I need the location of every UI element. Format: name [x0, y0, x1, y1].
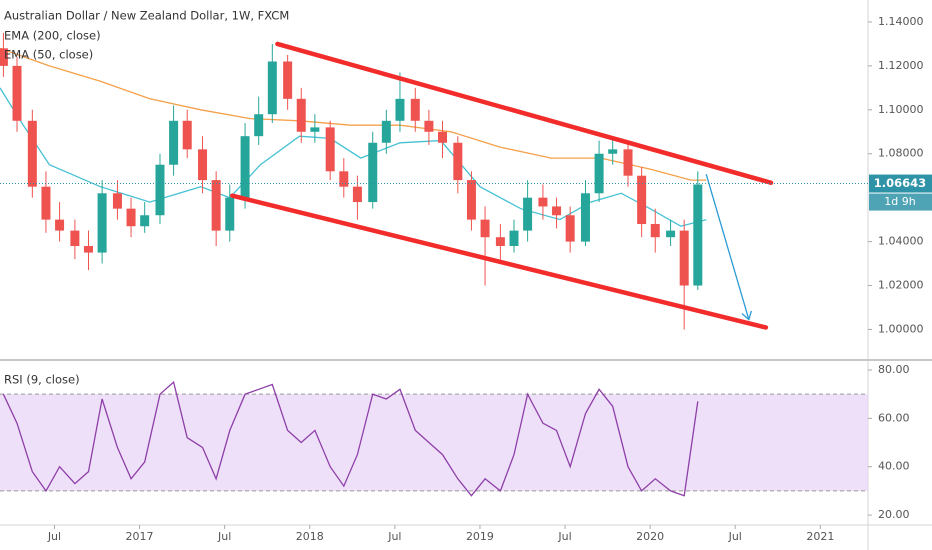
candle-body	[310, 127, 320, 132]
last-price-label: 1.06643	[874, 176, 926, 190]
candle-body	[325, 127, 335, 172]
x-tick-label: Jul	[387, 530, 401, 543]
candle-body	[466, 180, 476, 220]
candle-body	[267, 61, 277, 115]
candle-body	[55, 219, 65, 231]
trend-line	[230, 193, 769, 330]
y-tick-label: 1.04000	[878, 235, 924, 248]
arrow-line	[705, 173, 750, 321]
candle-body	[637, 175, 647, 225]
rsi-pane	[0, 380, 868, 497]
countdown-box	[869, 193, 932, 211]
candle-body	[650, 224, 660, 238]
candle-body	[509, 230, 519, 246]
candle-body	[198, 149, 208, 181]
x-tick-label: 2019	[466, 530, 494, 543]
price-pane	[0, 32, 868, 330]
rsi-band	[0, 394, 868, 491]
y-tick-label: 40.00	[878, 460, 910, 473]
x-tick-label: 2017	[126, 530, 154, 543]
candle-body	[410, 98, 420, 121]
y-tick-label: 60.00	[878, 411, 910, 424]
candle-body	[254, 114, 264, 137]
candle-body	[112, 193, 122, 209]
candle-body	[523, 197, 533, 231]
candle-body	[395, 98, 405, 121]
candle-body	[126, 208, 136, 227]
candle-body	[240, 136, 250, 198]
candle-body	[84, 245, 94, 253]
candle-body	[225, 197, 235, 231]
y-tick-label: 1.08000	[878, 147, 924, 160]
candle-body	[438, 131, 448, 143]
x-tick-label: Jul	[217, 530, 231, 543]
candle-body	[608, 149, 618, 154]
candle-body	[70, 230, 80, 246]
candle-body	[565, 215, 575, 242]
candle-body	[594, 153, 604, 194]
candle-body	[480, 219, 490, 238]
candle-body	[27, 120, 37, 187]
x-tick-label: Jul	[557, 530, 571, 543]
rsi-line	[2, 380, 699, 497]
y-tick-label: 1.00000	[878, 322, 924, 335]
candle-body	[368, 142, 378, 203]
candle-body	[140, 215, 150, 227]
candle-body	[339, 171, 349, 187]
chart-title: Australian Dollar / New Zealand Dollar, …	[4, 9, 289, 23]
x-tick-label: Jul	[728, 530, 742, 543]
candle-body	[381, 120, 391, 143]
rsi-title: RSI (9, close)	[4, 373, 80, 387]
x-tick-label: Jul	[47, 530, 61, 543]
candle-body	[580, 193, 590, 242]
candle-body	[552, 206, 562, 216]
candle-body	[155, 164, 165, 216]
candle-body	[97, 193, 107, 253]
candle-body	[666, 230, 676, 238]
countdown-label: 1d 9h	[884, 195, 915, 208]
candle-body	[0, 48, 8, 66]
y-tick-label: 1.14000	[878, 15, 924, 28]
axes: 1.14000 1.12000 1.10000 1.08000 1.04000 1.020…	[47, 15, 932, 543]
candle-body	[283, 61, 293, 99]
candle-body	[12, 65, 22, 121]
legend-entry: EMA (200, close)	[4, 29, 101, 43]
y-tick-label: 20.00	[878, 508, 910, 521]
x-tick-label: 2021	[806, 530, 834, 543]
x-tick-label: 2020	[636, 530, 664, 543]
y-tick-label: 1.10000	[878, 103, 924, 116]
candle-body	[679, 230, 689, 286]
y-tick-label: 1.02000	[878, 279, 924, 292]
candle-body	[352, 186, 362, 203]
ema-line	[0, 87, 707, 227]
candle-body	[182, 120, 192, 150]
last-price-box	[869, 174, 932, 193]
candle-body	[424, 120, 434, 132]
legend-entry: EMA (50, close)	[4, 48, 93, 62]
candle-body	[296, 98, 306, 132]
candle-body	[453, 142, 463, 181]
candle-body	[41, 186, 51, 220]
y-tick-label: 1.12000	[878, 59, 924, 72]
candle-body	[538, 197, 548, 207]
candle-body	[169, 120, 179, 165]
y-tick-label: 80.00	[878, 363, 910, 376]
x-tick-label: 2018	[296, 530, 324, 543]
candle-body	[623, 149, 633, 176]
candle-body	[495, 237, 505, 246]
trend-line	[275, 41, 774, 185]
arrow-head	[741, 310, 752, 321]
candle-body	[211, 180, 221, 231]
candle-body	[693, 184, 703, 286]
